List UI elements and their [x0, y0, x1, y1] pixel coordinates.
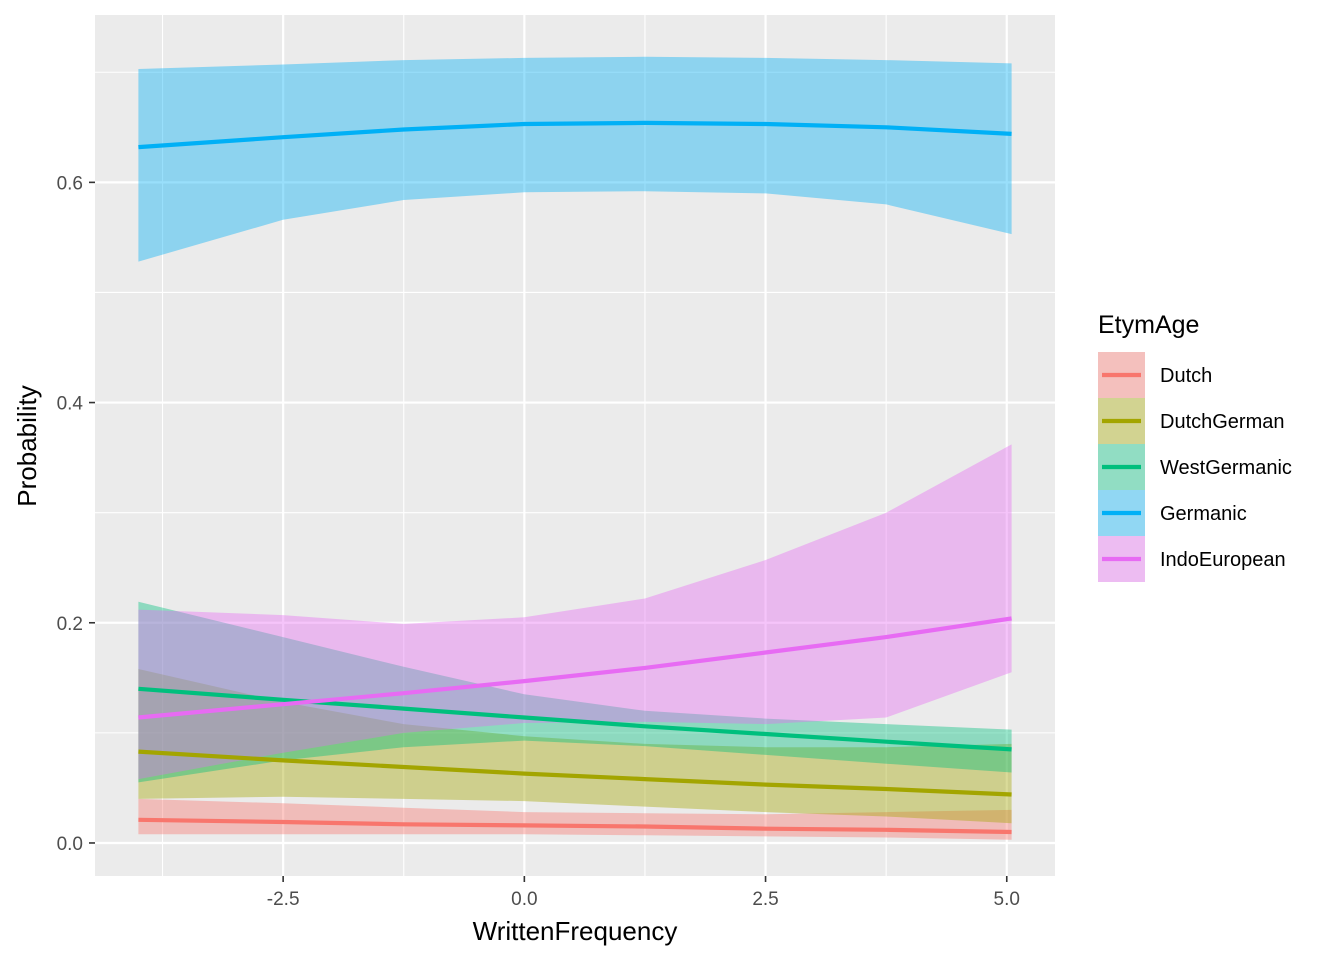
y-tick-label: 0.0 [57, 834, 83, 855]
line-indoeuropean [138, 616, 1012, 720]
y-axis: 0.0 0.2 0.4 0.6 [57, 173, 95, 855]
line-dutchgerman [138, 749, 1012, 797]
legend-key-germanic [1098, 490, 1145, 536]
x-axis-title: WrittenFrequency [473, 916, 678, 946]
legend-label: WestGermanic [1160, 457, 1292, 479]
x-tick-label: 5.0 [994, 889, 1020, 910]
series-lines [138, 120, 1012, 835]
legend: EtymAge Dutch DutchGerman WestGermanic Germ… [1098, 311, 1292, 582]
line-dutch [138, 817, 1012, 835]
y-tick-label: 0.6 [57, 173, 83, 194]
grid-minor [95, 15, 1055, 876]
legend-key-dutchgerman [1098, 398, 1145, 444]
legend-label: DutchGerman [1160, 411, 1285, 433]
ribbon-germanic [138, 56, 1012, 262]
x-tick-label: -2.5 [267, 889, 300, 910]
legend-key-indoeuropean [1098, 536, 1145, 582]
y-tick-label: 0.4 [57, 394, 84, 415]
legend-key-westgermanic [1098, 444, 1145, 490]
line-germanic [138, 120, 1012, 150]
y-axis-title: Probability [12, 385, 42, 506]
x-tick-label: 0.0 [511, 889, 537, 910]
legend-title: EtymAge [1098, 311, 1199, 339]
x-axis: -2.5 0.0 2.5 5.0 [267, 876, 1020, 910]
x-tick-label: 2.5 [752, 889, 778, 910]
y-tick-label: 0.2 [57, 614, 83, 635]
legend-label: Germanic [1160, 503, 1247, 525]
legend-label: Dutch [1160, 365, 1212, 387]
legend-label: IndoEuropean [1160, 549, 1286, 571]
legend-key-dutch [1098, 352, 1145, 398]
